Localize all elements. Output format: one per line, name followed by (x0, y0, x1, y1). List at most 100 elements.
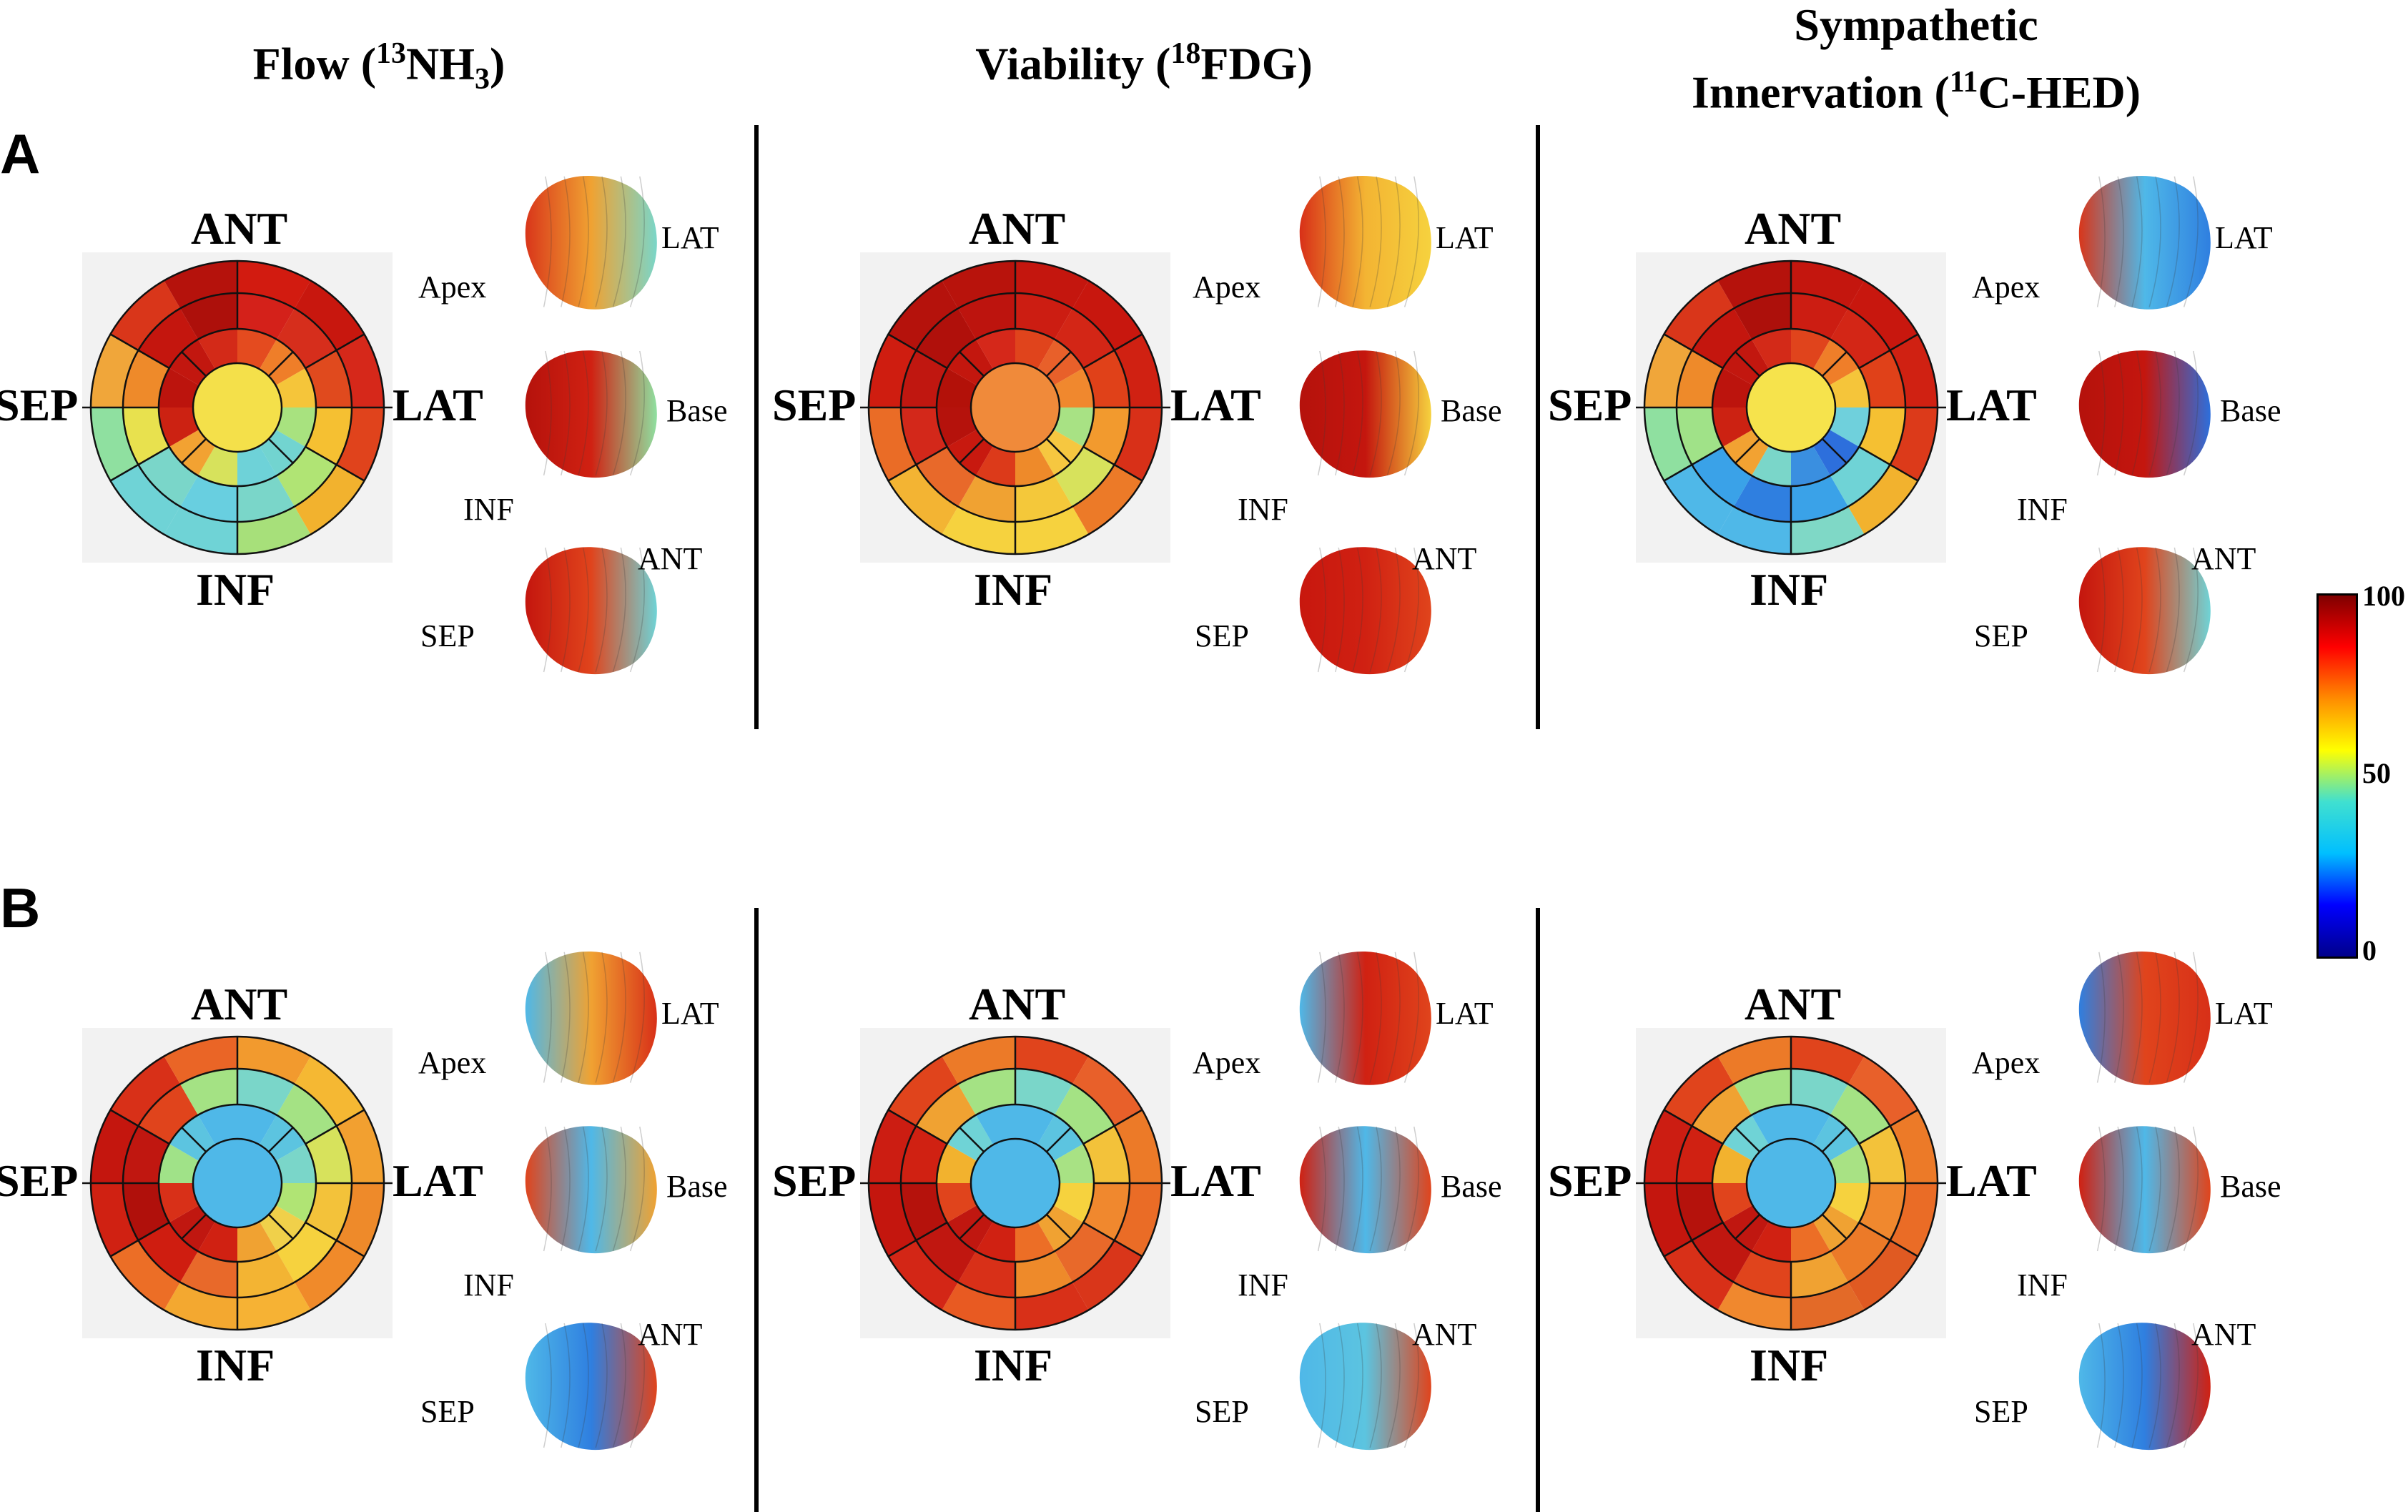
polar-segment-line (1082, 1109, 1143, 1145)
polar-sector (1015, 475, 1072, 522)
heart-mesh-line (543, 952, 552, 1083)
polar-segment-line (267, 1213, 294, 1240)
heart-mesh-line (595, 176, 608, 307)
polar-sector (1015, 1221, 1055, 1262)
polar-sector (1083, 1126, 1130, 1183)
polar-segment-line (1045, 1213, 1072, 1240)
heart-mesh-line (2166, 1323, 2180, 1448)
polar-sector (976, 1221, 1015, 1262)
polar-sector (180, 1069, 237, 1115)
heart-mesh-line (612, 952, 626, 1083)
heart-mesh-line (543, 1126, 552, 1252)
polar-sector (1791, 1069, 1848, 1115)
heart-mesh-line (1369, 952, 1382, 1083)
heart-mesh-line (2166, 350, 2180, 476)
polar-segment-line (1663, 1221, 1724, 1257)
heart-mesh-line (1335, 1323, 1345, 1448)
heart-mesh-line (612, 176, 626, 307)
polar-sector (1717, 1037, 1791, 1084)
heart-mesh-line (1352, 176, 1363, 307)
polar-sector (1055, 447, 1115, 507)
polar-sector (336, 334, 384, 407)
polar-sector (937, 1183, 977, 1222)
heart-mesh-line (2114, 1126, 2124, 1252)
polar-sector (1859, 350, 1905, 407)
heart-mesh-line (1335, 547, 1345, 673)
polar-sector (1644, 407, 1692, 481)
polar-sector (1859, 407, 1905, 465)
heart-mesh-line (1335, 350, 1345, 476)
polar-sector (1692, 1084, 1752, 1144)
polar-apex (971, 363, 1060, 452)
polar-sector (198, 1221, 237, 1262)
polar-sector (1859, 1126, 1905, 1183)
polar-sector (1664, 465, 1734, 535)
polar-sector (138, 447, 198, 507)
heart-mesh-line (561, 176, 571, 307)
polar-sector (1072, 1240, 1143, 1310)
heart-mesh-line (2183, 176, 2199, 307)
polar-map-a-0 (82, 252, 393, 563)
polar-sector (1829, 1144, 1870, 1183)
polar-segment-line (1858, 1109, 1919, 1145)
polar-sector (1692, 447, 1752, 507)
view-label-base-b-0: Base (666, 1169, 728, 1204)
polar-sector (295, 1056, 365, 1126)
heart-mesh-line (578, 176, 589, 307)
heart-mesh-line (1335, 1126, 1345, 1252)
view-label-apex-b-2: Apex (1972, 1045, 2041, 1080)
heart-surface (525, 1323, 657, 1451)
polar-sector (198, 329, 237, 370)
heart-mesh-line (561, 547, 571, 673)
heart-mesh-line (595, 547, 608, 673)
polar-sector (1890, 1183, 1938, 1257)
polar-segment-line (305, 333, 365, 370)
polar-sector (237, 261, 311, 309)
polar-sector (942, 1037, 1015, 1084)
polar-segment-line (1663, 333, 1724, 370)
polar-sector (942, 1282, 1015, 1330)
view-label-lat-a-0: LAT (661, 220, 719, 255)
heart-mesh-line (2148, 952, 2161, 1083)
polar-sector (123, 1126, 169, 1183)
heart-surface (1299, 1323, 1431, 1451)
polar-segment-line (887, 1109, 948, 1145)
polar-sector (1015, 506, 1089, 554)
polar-sector (237, 1221, 277, 1262)
heart-mesh-line (2183, 1323, 2199, 1448)
polar-apex (971, 1139, 1060, 1227)
polar-sector (110, 465, 180, 535)
label-lat-a-1: LAT (1170, 380, 1261, 430)
polar-sector (1848, 280, 1918, 350)
polar-sector (1791, 1105, 1830, 1145)
label-lat-b-2: LAT (1946, 1155, 2037, 1206)
view-label-lat-a-2: LAT (2215, 220, 2273, 255)
polar-sector (1083, 407, 1130, 465)
polar-sector (901, 407, 947, 465)
polar-sector (958, 1069, 1015, 1115)
view-label-base-b-1: Base (1441, 1169, 1502, 1204)
polar-sector (91, 334, 139, 407)
view-label-inf-b-1: INF (1238, 1268, 1288, 1303)
polar-sector (1072, 1056, 1143, 1126)
heart-mesh-line (578, 952, 589, 1083)
polar-sector (1692, 308, 1752, 368)
view-label-base-b-2: Base (2220, 1169, 2281, 1204)
polar-sector (1114, 334, 1162, 407)
polar-sector (277, 1222, 337, 1283)
heart-views-a-0 (525, 176, 657, 675)
label-sep-b-1: SEP (772, 1155, 857, 1206)
view-label-sep-b-1: SEP (1195, 1394, 1249, 1429)
heart-mesh-line (1403, 1323, 1419, 1448)
polar-sector (305, 1126, 352, 1183)
polar-segment-line (1858, 333, 1919, 370)
polar-sector (91, 1183, 139, 1257)
heart-mesh-line (595, 1126, 608, 1252)
heart-mesh-line (578, 1126, 589, 1252)
label-sep-a-2: SEP (1548, 380, 1632, 430)
polar-segment-line (181, 1213, 207, 1240)
polar-segment-line (1821, 1127, 1847, 1153)
polar-sector (1114, 407, 1162, 481)
heart-surface (2078, 547, 2211, 675)
